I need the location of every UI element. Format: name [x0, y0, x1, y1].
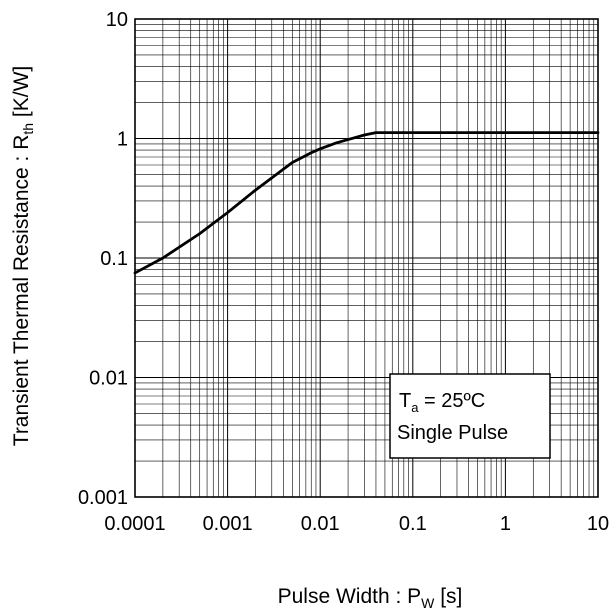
- annotation-pulse-type: Single Pulse: [397, 422, 508, 444]
- x-tick-label: 0.001: [203, 513, 253, 535]
- y-tick-label: 1: [117, 129, 128, 151]
- y-tick-label: 0.01: [89, 368, 128, 390]
- x-axis-title: Pulse Width : PW [s]: [278, 585, 463, 610]
- x-tick-label: 1: [500, 513, 511, 535]
- y-tick-label: 0.1: [100, 248, 128, 270]
- series-layer: [133, 131, 600, 275]
- plot-border: [134, 18, 599, 498]
- x-tick-label: 0.1: [399, 513, 427, 535]
- x-axis-title-subscript: W: [421, 595, 435, 610]
- tick-labels: 0.0001 0.001 0.01 0.1 1 10 0.001 0.01 0.1 1 10: [78, 9, 609, 535]
- annotation-box: Ta = 25ºC Single Pulse: [389, 373, 551, 459]
- x-tick-label: 0.01: [301, 513, 340, 535]
- y-tick-label: 0.001: [78, 487, 128, 509]
- y-tick-label: 10: [106, 9, 128, 31]
- plot-frame: [134, 18, 599, 498]
- x-tick-label: 0.0001: [104, 513, 165, 535]
- series-line: [133, 131, 600, 275]
- x-tick-label: 10: [587, 513, 609, 535]
- y-axis-title-subscript: th: [20, 123, 36, 135]
- annotation-temperature: Ta = 25ºC: [399, 390, 485, 415]
- y-axis-title: Transient Thermal Resistance : Rth [K/W]: [10, 66, 36, 446]
- annotation-frame: [389, 373, 551, 459]
